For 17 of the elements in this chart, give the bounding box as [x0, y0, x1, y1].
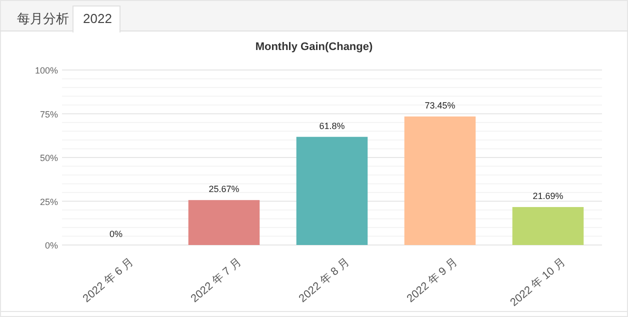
y-tick-label: 100%	[34, 66, 58, 76]
bar	[512, 207, 584, 245]
text: 2022	[83, 11, 112, 26]
bar	[404, 116, 476, 245]
data-label: 0%	[109, 229, 123, 239]
data-label: 25.67%	[208, 184, 240, 194]
y-tick-label: 0%	[44, 240, 58, 250]
data-label: 73.45%	[424, 100, 456, 110]
bar	[188, 200, 260, 245]
data-label: 21.69%	[532, 191, 564, 202]
chart-title: Monthly Gain(Change)	[255, 41, 373, 53]
y-tick-label: 50%	[40, 153, 58, 163]
bar	[296, 136, 368, 245]
y-tick-label: 75%	[40, 109, 58, 120]
y-tick-label: 25%	[40, 196, 58, 207]
text: 每月分析	[17, 11, 69, 26]
data-label: 61.8%	[319, 120, 345, 131]
